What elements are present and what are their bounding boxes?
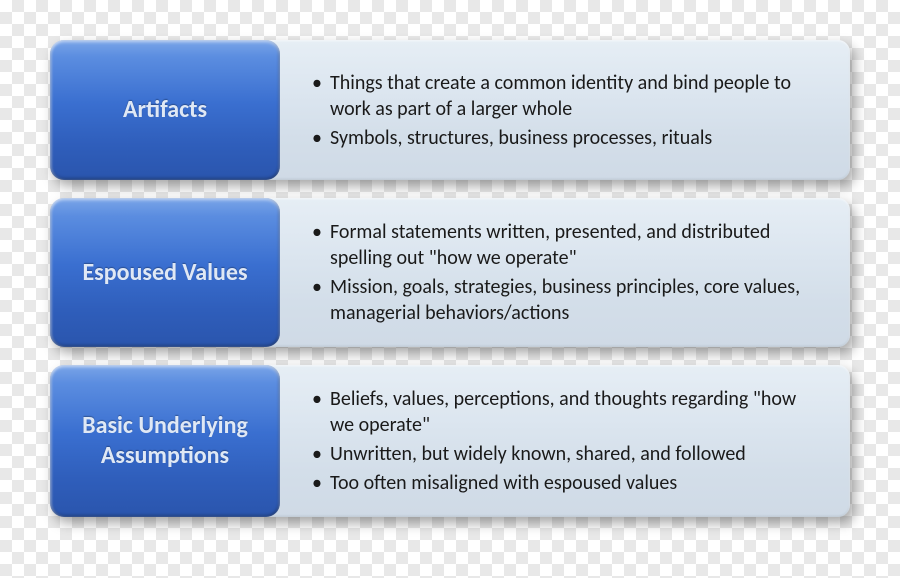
- bullet-list-espoused-values: Formal statements written, presented, an…: [310, 216, 822, 329]
- label-box-artifacts: Artifacts: [50, 40, 280, 180]
- label-box-espoused-values: Espoused Values: [50, 198, 280, 347]
- content-box-basic-assumptions: Beliefs, values, perceptions, and though…: [262, 365, 850, 517]
- bullet-item: Formal statements written, presented, an…: [310, 219, 822, 271]
- row-basic-assumptions: Basic Underlying Assumptions Beliefs, va…: [50, 365, 850, 517]
- bullet-item: Unwritten, but widely known, shared, and…: [310, 441, 822, 467]
- bullet-list-basic-assumptions: Beliefs, values, perceptions, and though…: [310, 383, 822, 499]
- bullet-item: Things that create a common identity and…: [310, 70, 822, 122]
- bullet-list-artifacts: Things that create a common identity and…: [310, 67, 822, 154]
- label-artifacts: Artifacts: [123, 95, 207, 125]
- label-espoused-values: Espoused Values: [82, 258, 247, 288]
- bullet-item: Beliefs, values, perceptions, and though…: [310, 386, 822, 438]
- bullet-item: Mission, goals, strategies, business pri…: [310, 274, 822, 326]
- content-box-espoused-values: Formal statements written, presented, an…: [262, 198, 850, 347]
- label-basic-assumptions: Basic Underlying Assumptions: [64, 411, 266, 471]
- label-box-basic-assumptions: Basic Underlying Assumptions: [50, 365, 280, 517]
- row-espoused-values: Espoused Values Formal statements writte…: [50, 198, 850, 347]
- culture-levels-diagram: Artifacts Things that create a common id…: [50, 40, 850, 517]
- bullet-item: Symbols, structures, business processes,…: [310, 125, 822, 151]
- bullet-item: Too often misaligned with espoused value…: [310, 470, 822, 496]
- row-artifacts: Artifacts Things that create a common id…: [50, 40, 850, 180]
- content-box-artifacts: Things that create a common identity and…: [262, 40, 850, 180]
